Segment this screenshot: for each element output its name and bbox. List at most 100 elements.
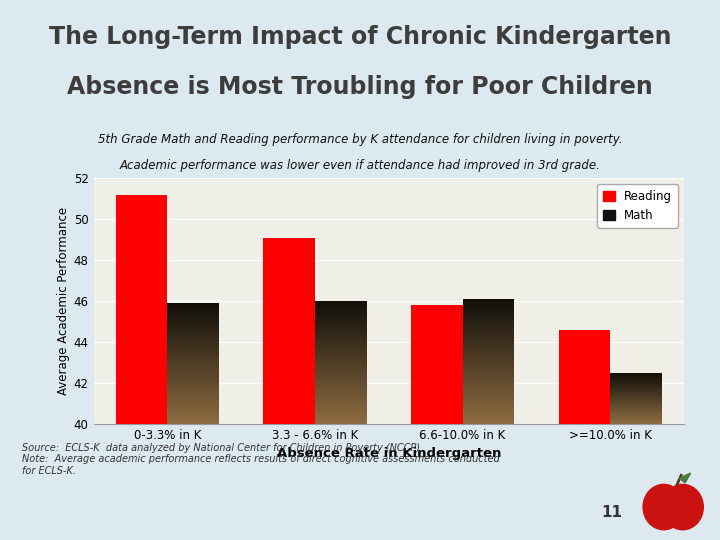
Bar xyxy=(315,377,366,379)
Bar xyxy=(462,336,514,339)
Bar xyxy=(462,330,514,332)
Bar xyxy=(167,347,219,349)
Bar xyxy=(167,341,219,343)
Bar xyxy=(462,318,514,320)
Bar xyxy=(462,351,514,353)
Bar xyxy=(610,388,662,389)
Bar xyxy=(167,323,219,325)
Bar xyxy=(610,402,662,403)
Bar xyxy=(167,360,219,361)
Bar xyxy=(315,391,366,393)
Ellipse shape xyxy=(643,484,684,530)
Bar xyxy=(462,417,514,420)
Bar xyxy=(167,402,219,404)
Bar xyxy=(167,386,219,388)
Bar xyxy=(167,383,219,386)
Bar xyxy=(610,375,662,376)
Bar xyxy=(559,330,611,424)
Bar xyxy=(315,350,366,352)
Bar xyxy=(610,393,662,394)
Bar xyxy=(462,343,514,345)
Bar xyxy=(315,356,366,359)
Bar xyxy=(462,401,514,403)
Text: Absence is Most Troubling for Poor Children: Absence is Most Troubling for Poor Child… xyxy=(67,75,653,99)
Bar xyxy=(167,349,219,352)
Bar xyxy=(315,383,366,385)
Bar xyxy=(462,422,514,424)
Bar xyxy=(462,409,514,411)
Bar xyxy=(167,366,219,368)
Bar xyxy=(167,390,219,392)
Bar xyxy=(610,390,662,391)
Bar xyxy=(462,320,514,322)
Bar xyxy=(610,374,662,375)
Bar xyxy=(610,404,662,405)
Bar xyxy=(462,399,514,401)
Bar xyxy=(315,414,366,416)
Bar xyxy=(315,401,366,403)
Bar xyxy=(411,305,462,424)
Bar xyxy=(610,418,662,419)
Bar xyxy=(610,415,662,416)
Bar xyxy=(462,372,514,374)
Bar xyxy=(315,346,366,348)
Bar xyxy=(462,303,514,305)
Bar xyxy=(610,407,662,408)
Bar xyxy=(462,349,514,351)
Bar xyxy=(167,346,219,347)
Bar xyxy=(167,305,219,307)
Bar xyxy=(462,393,514,395)
Bar xyxy=(462,376,514,378)
Bar xyxy=(315,330,366,332)
Bar xyxy=(462,328,514,330)
Bar xyxy=(462,299,514,301)
Bar xyxy=(167,339,219,341)
Bar xyxy=(315,309,366,311)
Bar xyxy=(462,370,514,372)
Bar xyxy=(462,380,514,382)
Bar xyxy=(462,357,514,359)
Bar xyxy=(315,321,366,323)
Bar xyxy=(167,369,219,372)
Bar xyxy=(462,395,514,397)
Bar xyxy=(462,324,514,326)
Text: Source:  ECLS-K  data analyzed by National Center for Children in Poverty (NCCP): Source: ECLS-K data analyzed by National… xyxy=(22,443,500,476)
Bar xyxy=(315,403,366,406)
Bar xyxy=(167,303,219,305)
Bar xyxy=(167,406,219,408)
Bar xyxy=(315,313,366,315)
Y-axis label: Average Academic Performance: Average Academic Performance xyxy=(57,207,70,395)
Bar xyxy=(462,363,514,366)
Bar xyxy=(315,307,366,309)
Bar xyxy=(462,347,514,349)
Bar xyxy=(610,395,662,396)
Bar xyxy=(167,416,219,418)
Bar xyxy=(315,340,366,342)
Text: 5th Grade Math and Reading performance by K attendance for children living in po: 5th Grade Math and Reading performance b… xyxy=(98,132,622,146)
Bar xyxy=(462,390,514,393)
Bar xyxy=(315,344,366,346)
Bar xyxy=(167,388,219,390)
Bar xyxy=(167,410,219,412)
Bar xyxy=(610,423,662,424)
Bar xyxy=(167,377,219,380)
Legend: Reading, Math: Reading, Math xyxy=(597,184,678,228)
Bar xyxy=(315,334,366,336)
Bar xyxy=(610,411,662,412)
Bar xyxy=(167,380,219,382)
Bar xyxy=(610,387,662,388)
Bar xyxy=(462,407,514,409)
Bar xyxy=(167,368,219,369)
Text: Academic performance was lower even if attendance had improved in 3rd grade.: Academic performance was lower even if a… xyxy=(120,159,600,172)
Bar xyxy=(167,361,219,363)
Bar xyxy=(462,387,514,388)
Bar xyxy=(167,317,219,319)
Bar xyxy=(610,389,662,390)
Bar xyxy=(462,307,514,309)
Bar xyxy=(315,305,366,307)
Bar xyxy=(610,403,662,404)
Bar xyxy=(315,389,366,391)
Bar xyxy=(315,387,366,389)
Bar xyxy=(315,338,366,340)
Bar xyxy=(610,373,662,374)
